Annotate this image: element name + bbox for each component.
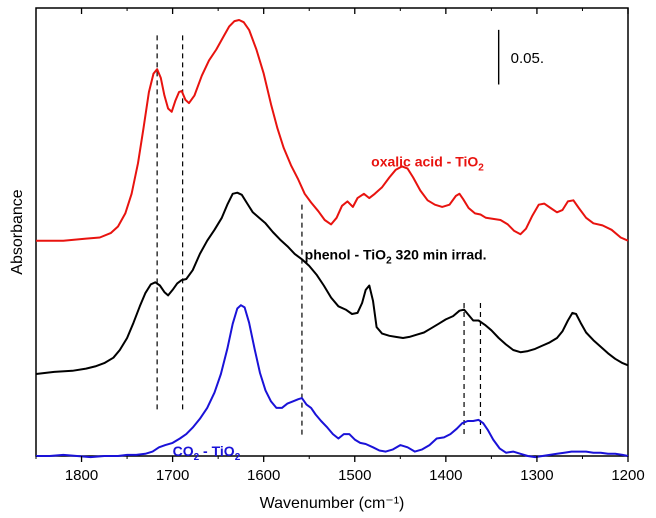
x-tick-label: 1200: [611, 467, 644, 484]
x-axis: 1800 1700 1600 1500 1400 1300 1200: [35, 8, 645, 484]
x-tick-label: 1600: [247, 467, 280, 484]
series-layer: [35, 19, 629, 459]
x-tick-label: 1800: [65, 467, 98, 484]
x-tick-label: 1500: [338, 467, 371, 484]
series-label: CO2 - TiO2: [173, 443, 241, 463]
scale-bar-label: 0.05.: [511, 50, 544, 67]
series-line: [36, 19, 629, 242]
plot-area: [35, 7, 629, 457]
series-line: [35, 191, 629, 375]
x-tick-label: 1700: [156, 467, 189, 484]
series-labels: oxalic acid - TiO2 phenol - TiO2 320 min …: [173, 153, 487, 463]
scale-bar: 0.05.: [497, 29, 544, 85]
x-tick-label: 1400: [429, 467, 462, 484]
y-axis-title: Absorbance: [9, 189, 26, 274]
x-tick-label: 1300: [520, 467, 553, 484]
x-axis-title: Wavenumber (cm⁻¹): [260, 495, 405, 512]
series-label: phenol - TiO2 320 min irrad.: [305, 246, 487, 266]
plot-frame: [35, 7, 629, 457]
series-label: oxalic acid - TiO2: [371, 153, 484, 173]
reference-lines: [156, 35, 482, 437]
series-line: [36, 304, 629, 459]
